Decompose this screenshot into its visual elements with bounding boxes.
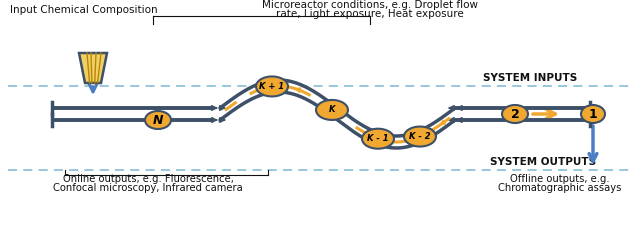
Polygon shape — [79, 53, 107, 83]
Text: K - 1: K - 1 — [367, 134, 389, 143]
Text: Microreactor conditions, e.g. Droplet flow: Microreactor conditions, e.g. Droplet fl… — [262, 0, 478, 10]
Text: Offline outputs, e.g.: Offline outputs, e.g. — [510, 174, 610, 184]
Text: K - 2: K - 2 — [409, 132, 431, 141]
Text: 2: 2 — [511, 108, 520, 120]
Ellipse shape — [362, 129, 394, 149]
Text: rate, Light exposure, Heat exposure: rate, Light exposure, Heat exposure — [276, 9, 464, 19]
Text: K + 1: K + 1 — [259, 82, 285, 91]
Ellipse shape — [502, 105, 528, 123]
Text: Input Chemical Composition: Input Chemical Composition — [10, 5, 157, 15]
Ellipse shape — [404, 127, 436, 147]
Ellipse shape — [256, 76, 288, 96]
Text: SYSTEM INPUTS: SYSTEM INPUTS — [483, 73, 577, 83]
Text: N: N — [153, 114, 163, 127]
Text: Confocal microscopy, Infrared camera: Confocal microscopy, Infrared camera — [53, 183, 243, 193]
Text: SYSTEM OUTPUTS: SYSTEM OUTPUTS — [490, 157, 596, 167]
Ellipse shape — [581, 105, 605, 123]
Text: Online outputs, e.g. Fluorescence,: Online outputs, e.g. Fluorescence, — [63, 174, 234, 184]
Ellipse shape — [316, 100, 348, 120]
Ellipse shape — [145, 111, 171, 129]
Text: K: K — [329, 105, 335, 114]
Text: Chromatographic assays: Chromatographic assays — [499, 183, 621, 193]
Text: 1: 1 — [589, 108, 597, 120]
